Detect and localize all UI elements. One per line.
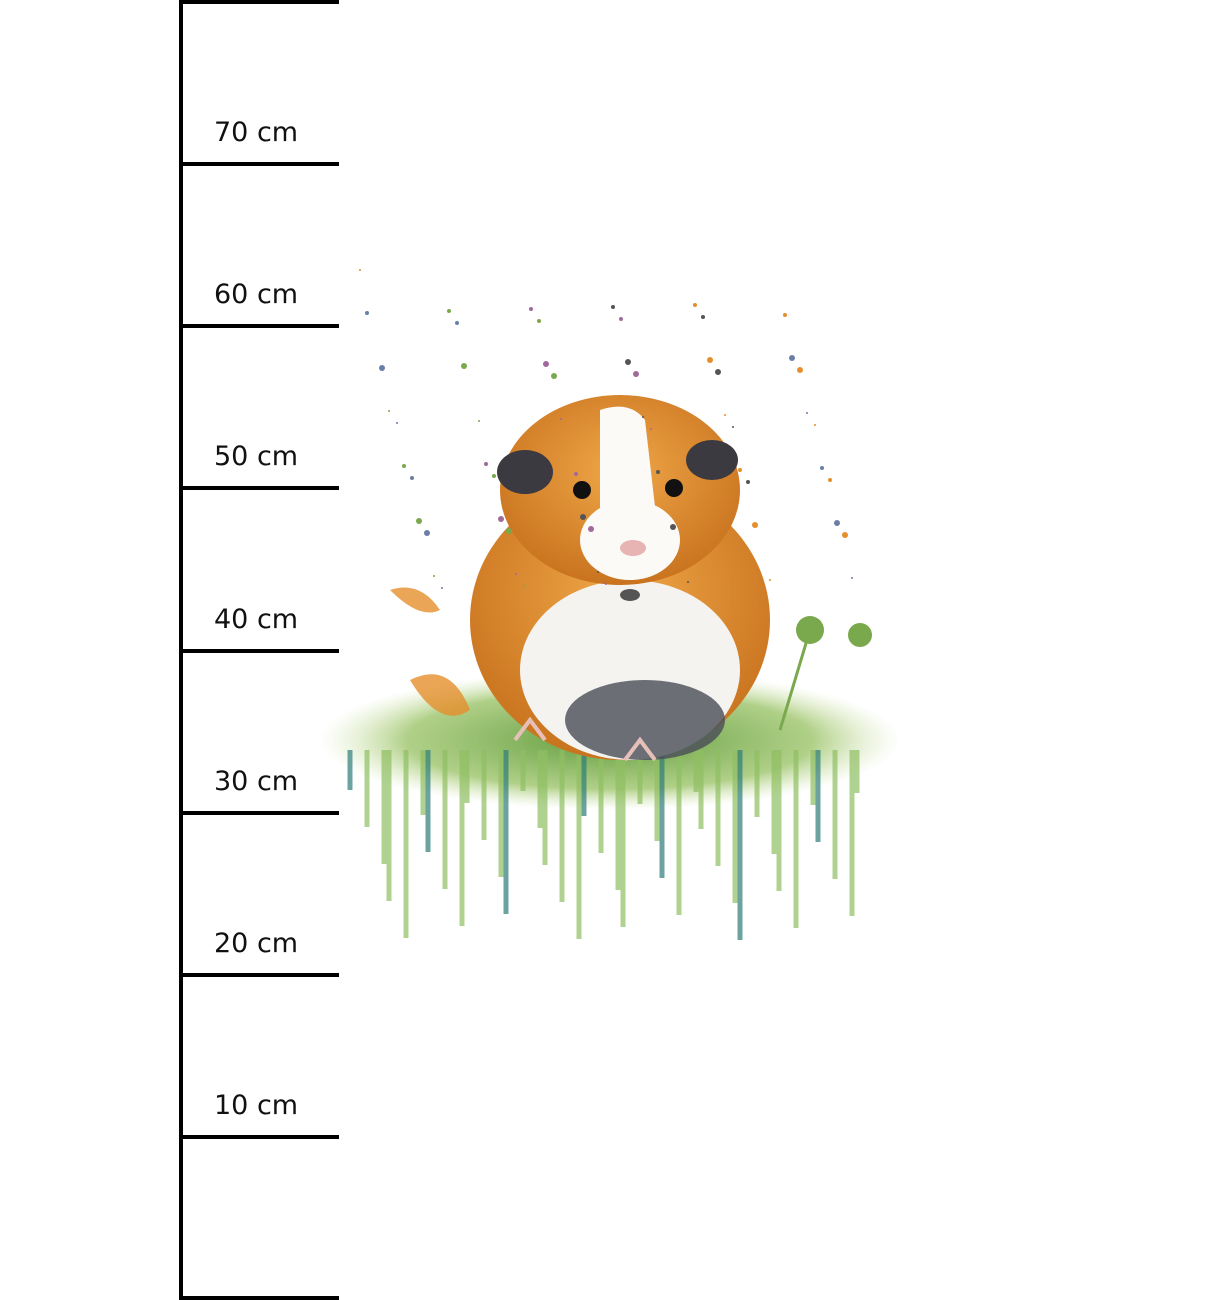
ruler-label: 30 cm	[214, 766, 299, 797]
ruler-label: 20 cm	[214, 928, 299, 959]
ruler-label: 40 cm	[214, 604, 299, 635]
ruler-tick	[179, 1135, 339, 1139]
ruler-label: 10 cm	[214, 1090, 299, 1121]
ruler-tick	[179, 324, 339, 328]
orange-splashes	[390, 587, 470, 716]
ruler-label: 60 cm	[214, 279, 299, 310]
ruler-label: 50 cm	[214, 441, 299, 472]
ruler-label: 70 cm	[214, 117, 299, 148]
ear-right	[686, 440, 738, 480]
guinea-pig-illustration	[320, 269, 900, 940]
ruler-tick	[179, 973, 339, 977]
ear-left	[497, 450, 553, 494]
guinea-pig	[470, 395, 770, 762]
ruler-tick	[179, 649, 339, 653]
ruler-tick	[179, 811, 339, 815]
ruler-tick	[179, 486, 339, 490]
ruler-tick	[179, 162, 339, 166]
ruler-tick	[179, 0, 339, 4]
ruler-tick	[179, 1296, 339, 1300]
flowers	[778, 616, 872, 731]
paint-splatter	[359, 269, 853, 589]
